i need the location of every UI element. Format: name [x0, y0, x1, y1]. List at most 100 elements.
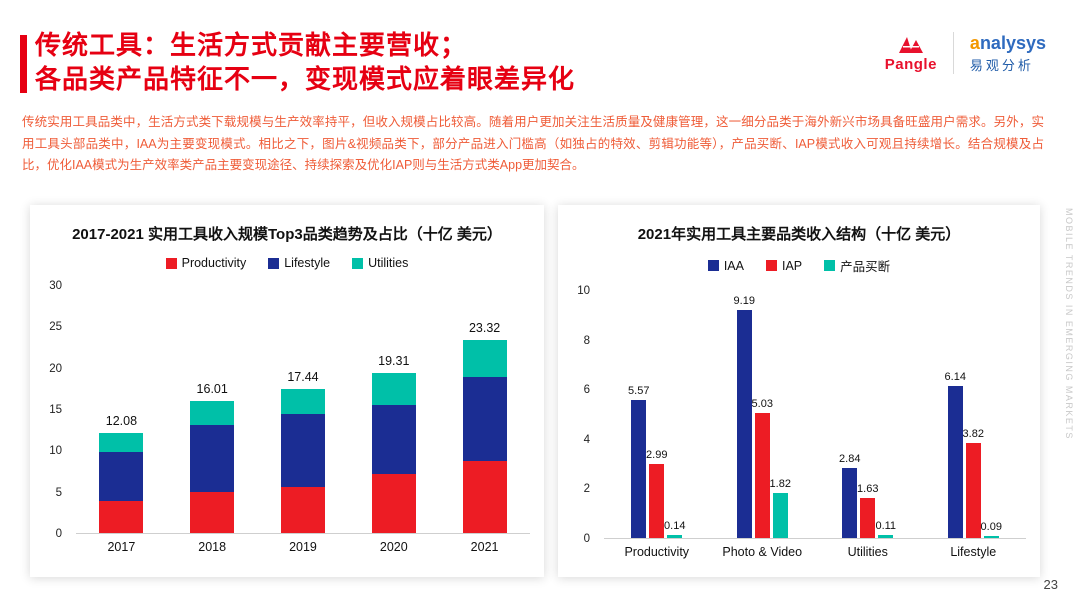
bar-total-label: 23.32: [468, 321, 501, 336]
y-axis-tick-label: 4: [583, 433, 590, 446]
bar-segment: [280, 413, 325, 487]
bar-value-label: 9.19: [733, 295, 755, 308]
bar-segment: [462, 461, 507, 533]
chart-plot: 0 5 10 15 20 25 30 12.08 16.01 17.44 19.31 23.32: [30, 280, 544, 540]
y-axis-tick-label: 0: [55, 528, 62, 540]
page-number: 23: [1043, 577, 1058, 592]
legend-label: IAA: [723, 258, 744, 273]
legend-item: IAA: [707, 258, 744, 273]
bar: 2.99: [646, 291, 668, 538]
pangle-mountain-icon: [898, 36, 923, 53]
bar-segment: [280, 388, 325, 414]
x-axis-label: 2019: [289, 540, 317, 554]
page-title-line-2: 各品类产品特征不一，变现模式应着眼差异化: [35, 64, 576, 94]
bar-stack: 19.31: [371, 286, 416, 533]
bar-value-label: 6.14: [944, 370, 966, 383]
y-axis-tick-label: 5: [55, 486, 62, 499]
bar-segment: [99, 433, 144, 452]
x-axis-label: 2018: [198, 540, 227, 554]
bar-rect: [983, 535, 999, 538]
bar-value-label: 5.57: [628, 384, 650, 397]
chart-plot: 0 2 4 6 8 10 5.57 2.99 0.14 9.19 5.03 1.82 2.84 1.63…: [558, 285, 1040, 545]
bar-segment: [371, 373, 416, 405]
y-axis-tick-label: 15: [49, 404, 62, 416]
bar-value-label: 0.11: [875, 520, 897, 533]
title-accent-bar: [20, 35, 27, 93]
x-axis-label: 2017: [107, 540, 136, 554]
y-axis-tick-label: 10: [49, 445, 62, 458]
analysys-logo-chinese: 易观分析: [969, 57, 1034, 73]
bar: 0.11: [875, 291, 897, 538]
x-axis-labels: Productivity Photo & Video Utilities Lifest…: [604, 545, 1026, 559]
bar-stack: 17.44: [280, 286, 325, 533]
x-axis-label: Lifestyle: [950, 545, 997, 559]
y-axis-tick-label: 20: [49, 362, 62, 375]
legend-swatch: [352, 257, 364, 269]
x-axis-label: Utilities: [847, 545, 888, 559]
bar-stack: 16.01: [190, 286, 235, 533]
bar-rect: [649, 463, 665, 538]
brand-logos: Pangle analysys 易观分析: [885, 32, 1046, 74]
legend-label: IAP: [781, 258, 803, 273]
bar-total-label: 16.01: [196, 381, 228, 396]
bar: 1.63: [857, 291, 879, 538]
chart-title: 2021年实用工具主要品类收入结构（十亿 美元）: [637, 226, 961, 243]
bar: 0.14: [664, 291, 686, 538]
legend-label: Productivity: [181, 256, 247, 270]
plot-area: 12.08 16.01 17.44 19.31 23.32: [76, 286, 530, 534]
y-axis-tick-label: 8: [583, 334, 590, 347]
y-axis-tick-label: 30: [49, 280, 62, 292]
bar-segment: [190, 424, 235, 492]
bar: 1.82: [769, 291, 791, 538]
bar-rect: [842, 467, 858, 538]
y-axis-tick-label: 6: [583, 384, 590, 397]
legend-swatch: [765, 260, 777, 271]
bar-value-label: 0.14: [664, 519, 686, 532]
chart-title: 2017-2021 实用工具收入规模Top3品类趋势及占比（十亿 美元）: [72, 226, 502, 243]
bar: 5.03: [752, 291, 773, 538]
bar-segment: [371, 404, 416, 475]
bar-stack: 12.08: [99, 286, 144, 533]
bar-value-label: 2.84: [839, 452, 861, 465]
plot-area: 5.57 2.99 0.14 9.19 5.03 1.82 2.84 1.63 0.11 6.14…: [604, 291, 1026, 539]
legend-swatch: [165, 257, 177, 269]
bar-group: 5.57 2.99 0.14: [628, 291, 686, 538]
bar: 0.09: [981, 291, 1002, 538]
bar-value-label: 1.63: [857, 482, 879, 495]
chart-legend: IAA IAP 产品买断: [558, 256, 1040, 275]
legend-item: 产品买断: [824, 256, 890, 275]
bar-group: 2.84 1.63 0.11: [839, 291, 897, 538]
page-title-line-1: 传统工具：生活方式贡献主要营收；: [35, 30, 468, 60]
bar-value-label: 1.82: [769, 477, 791, 490]
stacked-bar-chart-card: 2017-2021 实用工具收入规模Top3品类趋势及占比（十亿 美元） Pro…: [30, 205, 544, 577]
x-axis-labels: 2017 2018 2019 2020 2021: [76, 540, 530, 554]
grouped-bar-chart-card: 2021年实用工具主要品类收入结构（十亿 美元） IAA IAP 产品买断 0 2 4 6…: [558, 205, 1040, 577]
legend-item: IAP: [765, 258, 803, 273]
x-axis-label: Productivity: [624, 545, 690, 559]
pangle-logo-text: Pangle: [884, 55, 937, 73]
y-axis: 0 2 4 6 8 10: [558, 285, 598, 545]
bar-segment: [371, 474, 416, 533]
bar-value-label: 2.99: [646, 448, 668, 461]
legend-swatch: [707, 260, 719, 271]
bar-segment: [99, 452, 144, 501]
page-title: 传统工具：生活方式贡献主要营收； 各品类产品特征不一，变现模式应着眼差异化: [35, 28, 575, 96]
analysys-logo: analysys 易观分析: [970, 33, 1046, 74]
bar-rect: [631, 399, 647, 538]
bar-group: 6.14 3.82 0.09: [944, 291, 1002, 538]
bar-rect: [667, 534, 683, 538]
legend-label: Lifestyle: [284, 256, 331, 270]
bar-total-label: 12.08: [105, 414, 138, 429]
y-axis-tick-label: 25: [49, 321, 62, 334]
x-axis-label: 2020: [379, 540, 408, 554]
bar: 9.19: [733, 291, 755, 538]
bar-segment: [462, 376, 507, 462]
bar: 3.82: [963, 291, 984, 538]
y-axis-tick-label: 0: [583, 533, 590, 545]
logo-divider: [952, 32, 954, 74]
bar: 6.14: [944, 291, 966, 538]
bar-total-label: 17.44: [287, 369, 319, 384]
bar-segment: [462, 340, 507, 377]
y-axis-tick-label: 10: [577, 285, 590, 297]
